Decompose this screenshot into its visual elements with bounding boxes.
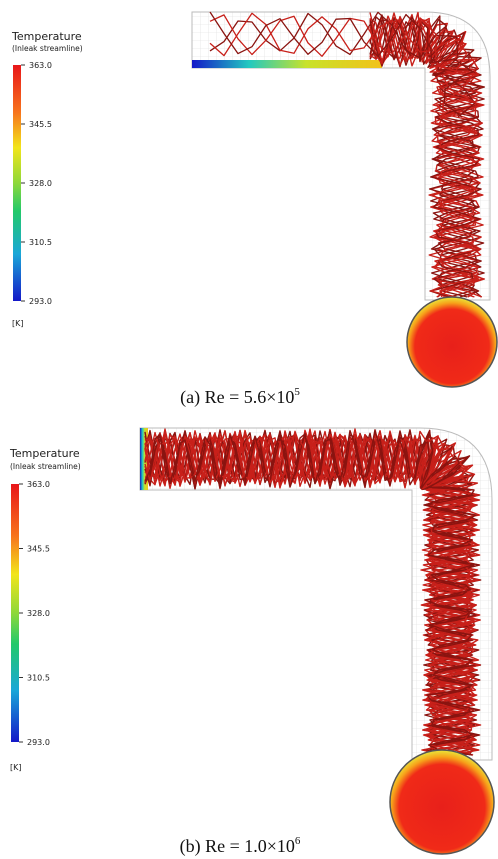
colorbar-tick-label: 328.0 <box>27 609 50 618</box>
colorbar-tick-label: 363.0 <box>27 480 50 489</box>
colorbar <box>13 65 21 301</box>
panel-a: Temperature (Inleak streamline) [K] 363.… <box>11 12 497 408</box>
legend-title: Temperature <box>9 447 80 460</box>
outlet-contour <box>407 297 497 387</box>
colorbar-tick-label: 328.0 <box>29 179 52 188</box>
colorbar-tick-label: 345.5 <box>27 545 50 554</box>
colorbar-tick-label: 310.5 <box>27 674 50 683</box>
inlet-streak <box>192 60 382 68</box>
legend-unit: [K] <box>10 763 22 772</box>
colorbar-tick-label: 363.0 <box>29 61 52 70</box>
colorbar-tick-label: 293.0 <box>29 297 52 306</box>
colorbar-tick-label: 293.0 <box>27 738 50 747</box>
legend-subtitle: (Inleak streamline) <box>10 462 81 471</box>
colorbar-tick-label: 310.5 <box>29 238 52 247</box>
figure: Temperature (Inleak streamline) [K] 363.… <box>0 0 498 859</box>
caption: (a) Re = 5.6×105 <box>180 386 300 408</box>
colorbar-tick-label: 345.5 <box>29 120 52 129</box>
legend-unit: [K] <box>12 319 24 328</box>
outlet-contour <box>390 750 494 854</box>
caption: (b) Re = 1.0×106 <box>180 835 301 857</box>
colorbar <box>11 484 19 742</box>
legend-subtitle: (Inleak streamline) <box>12 44 83 53</box>
panel-b: Temperature (Inleak streamline) [K] 363.… <box>9 428 494 857</box>
legend-title: Temperature <box>11 30 82 43</box>
